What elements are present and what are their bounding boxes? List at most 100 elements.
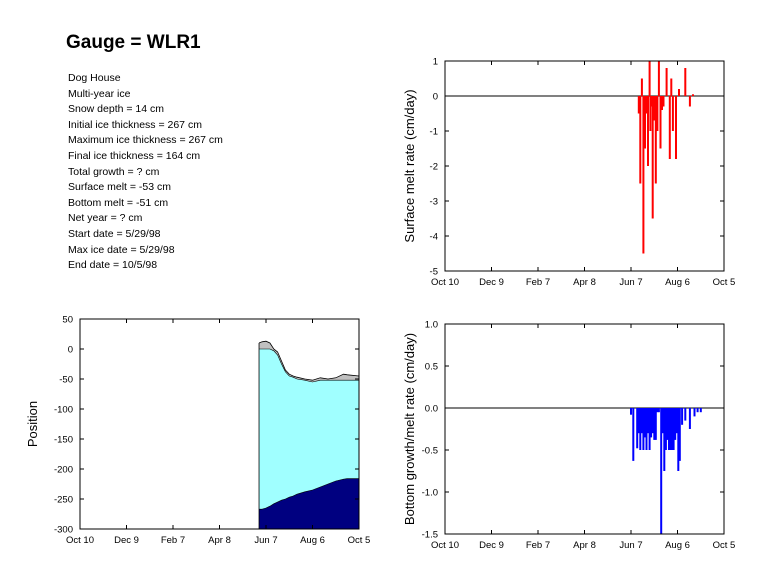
x-tick-label: Oct 10 [66,535,94,546]
data-bar [668,408,670,450]
y-tick-label: 0.0 [425,404,438,415]
data-bar [670,78,673,96]
y-tick-label: -3 [430,197,438,208]
info-line: End date = 10/5/98 [68,259,158,272]
data-bar [639,408,642,450]
x-tick-label: Oct 5 [713,540,736,551]
data-bar [688,96,691,107]
x-tick-label: Dec 9 [479,277,504,288]
data-bar [693,408,696,417]
ice-bottom-line [259,478,359,510]
y-tick-label: -1 [430,127,438,138]
data-bar [647,408,649,434]
data-bar [657,61,660,96]
y-tick-label: -1.5 [422,530,438,541]
info-line: Start date = 5/29/98 [68,227,161,240]
data-bar [639,96,642,184]
data-bar [657,408,660,413]
x-tick-label: Aug 6 [665,540,690,551]
data-bar [665,68,668,96]
x-tick-label: Aug 6 [300,535,325,546]
y-tick-label: -200 [54,465,73,476]
data-bar [647,96,649,166]
info-line: Initial ice thickness = 267 cm [68,118,202,131]
y-tick-label: -100 [54,405,73,416]
y-tick-label: -300 [54,525,73,536]
data-bar [684,408,687,421]
x-tick-label: Oct 10 [431,277,459,288]
data-bar [650,408,653,438]
data-bar [648,408,651,450]
x-tick-label: Dec 9 [479,540,504,551]
snow-surface-line [258,340,360,381]
data-bar [660,408,663,534]
data-bar [672,408,675,450]
x-tick-label: Apr 8 [573,277,596,288]
info-line: Max ice date = 5/29/98 [68,243,175,256]
data-bar [675,408,678,434]
data-bar [674,408,677,440]
info-block: Dog House Multi-year ice Snow depth = 14… [68,71,223,274]
y-tick-label: -1.0 [422,488,438,499]
data-bar [684,68,687,96]
y-tick-label: 0.5 [425,362,438,373]
data-bar [640,78,643,96]
data-bar [678,408,681,461]
data-bar [659,96,662,149]
plot-frame [444,323,725,535]
data-bar [653,96,656,121]
data-bar [654,96,657,184]
info-line: Dog House [68,72,121,84]
y-tick-label: 1.0 [425,320,438,331]
lower-layer-area [259,478,359,529]
y-axis-label: Position [25,401,40,447]
ice-layer-area [259,349,359,510]
info-line: Bottom melt = -51 cm [68,196,169,209]
x-tick-label: Apr 8 [208,535,231,546]
x-tick-label: Jun 7 [254,535,277,546]
x-tick-label: Feb 7 [526,277,550,288]
y-tick-label: 0 [68,345,73,356]
data-bar [664,408,667,450]
x-tick-label: Aug 6 [665,277,690,288]
data-bar [653,408,656,440]
x-tick-label: Jun 7 [619,540,642,551]
data-bar [637,96,640,114]
data-bar [630,408,632,415]
plot-frame [79,318,360,530]
data-bar [668,96,671,159]
data-bar [692,94,694,97]
data-bar [645,96,648,114]
data-bar [688,408,691,429]
data-bar [651,96,654,219]
y-tick-label: 0 [433,92,438,103]
y-axis-label: Bottom growth/melt rate (cm/day) [402,333,417,525]
data-bar [661,96,663,110]
info-line: Surface melt = -53 cm [68,181,171,194]
x-tick-label: Oct 10 [431,540,459,551]
info-line: Snow depth = 14 cm [68,103,165,116]
data-bar [645,408,648,450]
info-line: Net year = ? cm [68,212,143,225]
x-tick-label: Oct 5 [713,277,736,288]
ice-surface-line [259,348,359,383]
data-bar [640,408,643,434]
data-bar [675,96,677,159]
data-bar [678,89,680,96]
info-line: Multi-year ice [68,87,131,100]
data-bar [656,408,659,413]
data-bar [637,408,640,434]
data-bar [649,96,652,131]
data-bar [642,408,645,450]
y-axis-label: Surface melt rate (cm/day) [402,89,417,242]
x-tick-label: Apr 8 [573,540,596,551]
y-tick-label: -4 [430,232,438,243]
data-bar [654,408,657,440]
info-line: Final ice thickness = 164 cm [68,149,201,162]
x-tick-label: Dec 9 [114,535,139,546]
y-tick-label: -150 [54,435,73,446]
y-tick-label: 1 [433,57,438,68]
x-tick-label: Feb 7 [161,535,185,546]
data-bar [651,408,654,434]
data-bar [677,408,680,471]
